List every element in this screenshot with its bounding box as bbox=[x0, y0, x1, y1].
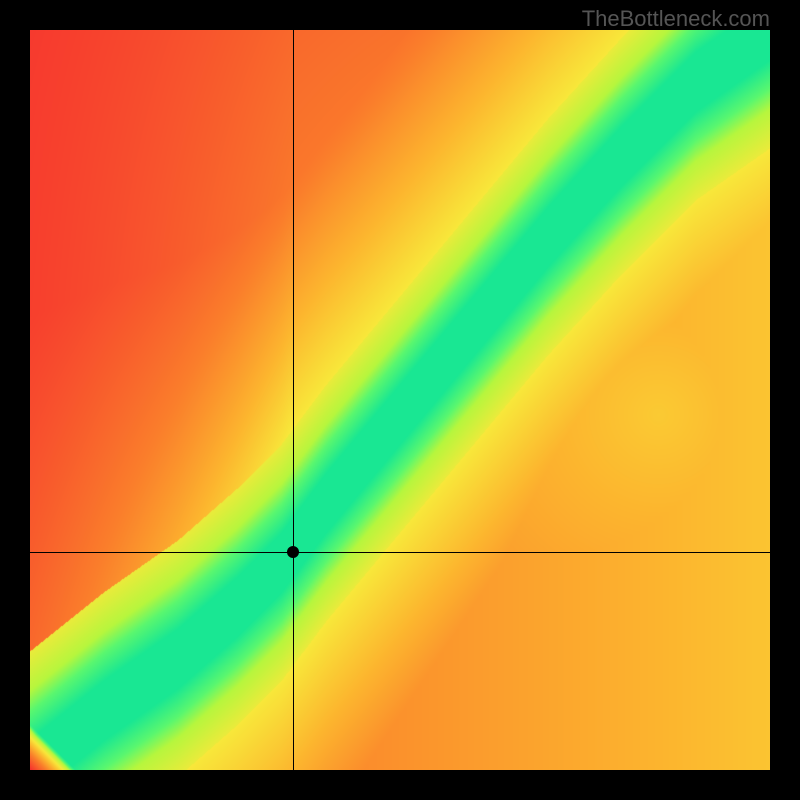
heatmap-plot bbox=[30, 30, 770, 770]
crosshair-horizontal bbox=[30, 552, 770, 553]
heatmap-canvas bbox=[30, 30, 770, 770]
crosshair-vertical bbox=[293, 30, 294, 770]
data-point-marker bbox=[287, 546, 299, 558]
watermark-text: TheBottleneck.com bbox=[582, 6, 770, 32]
